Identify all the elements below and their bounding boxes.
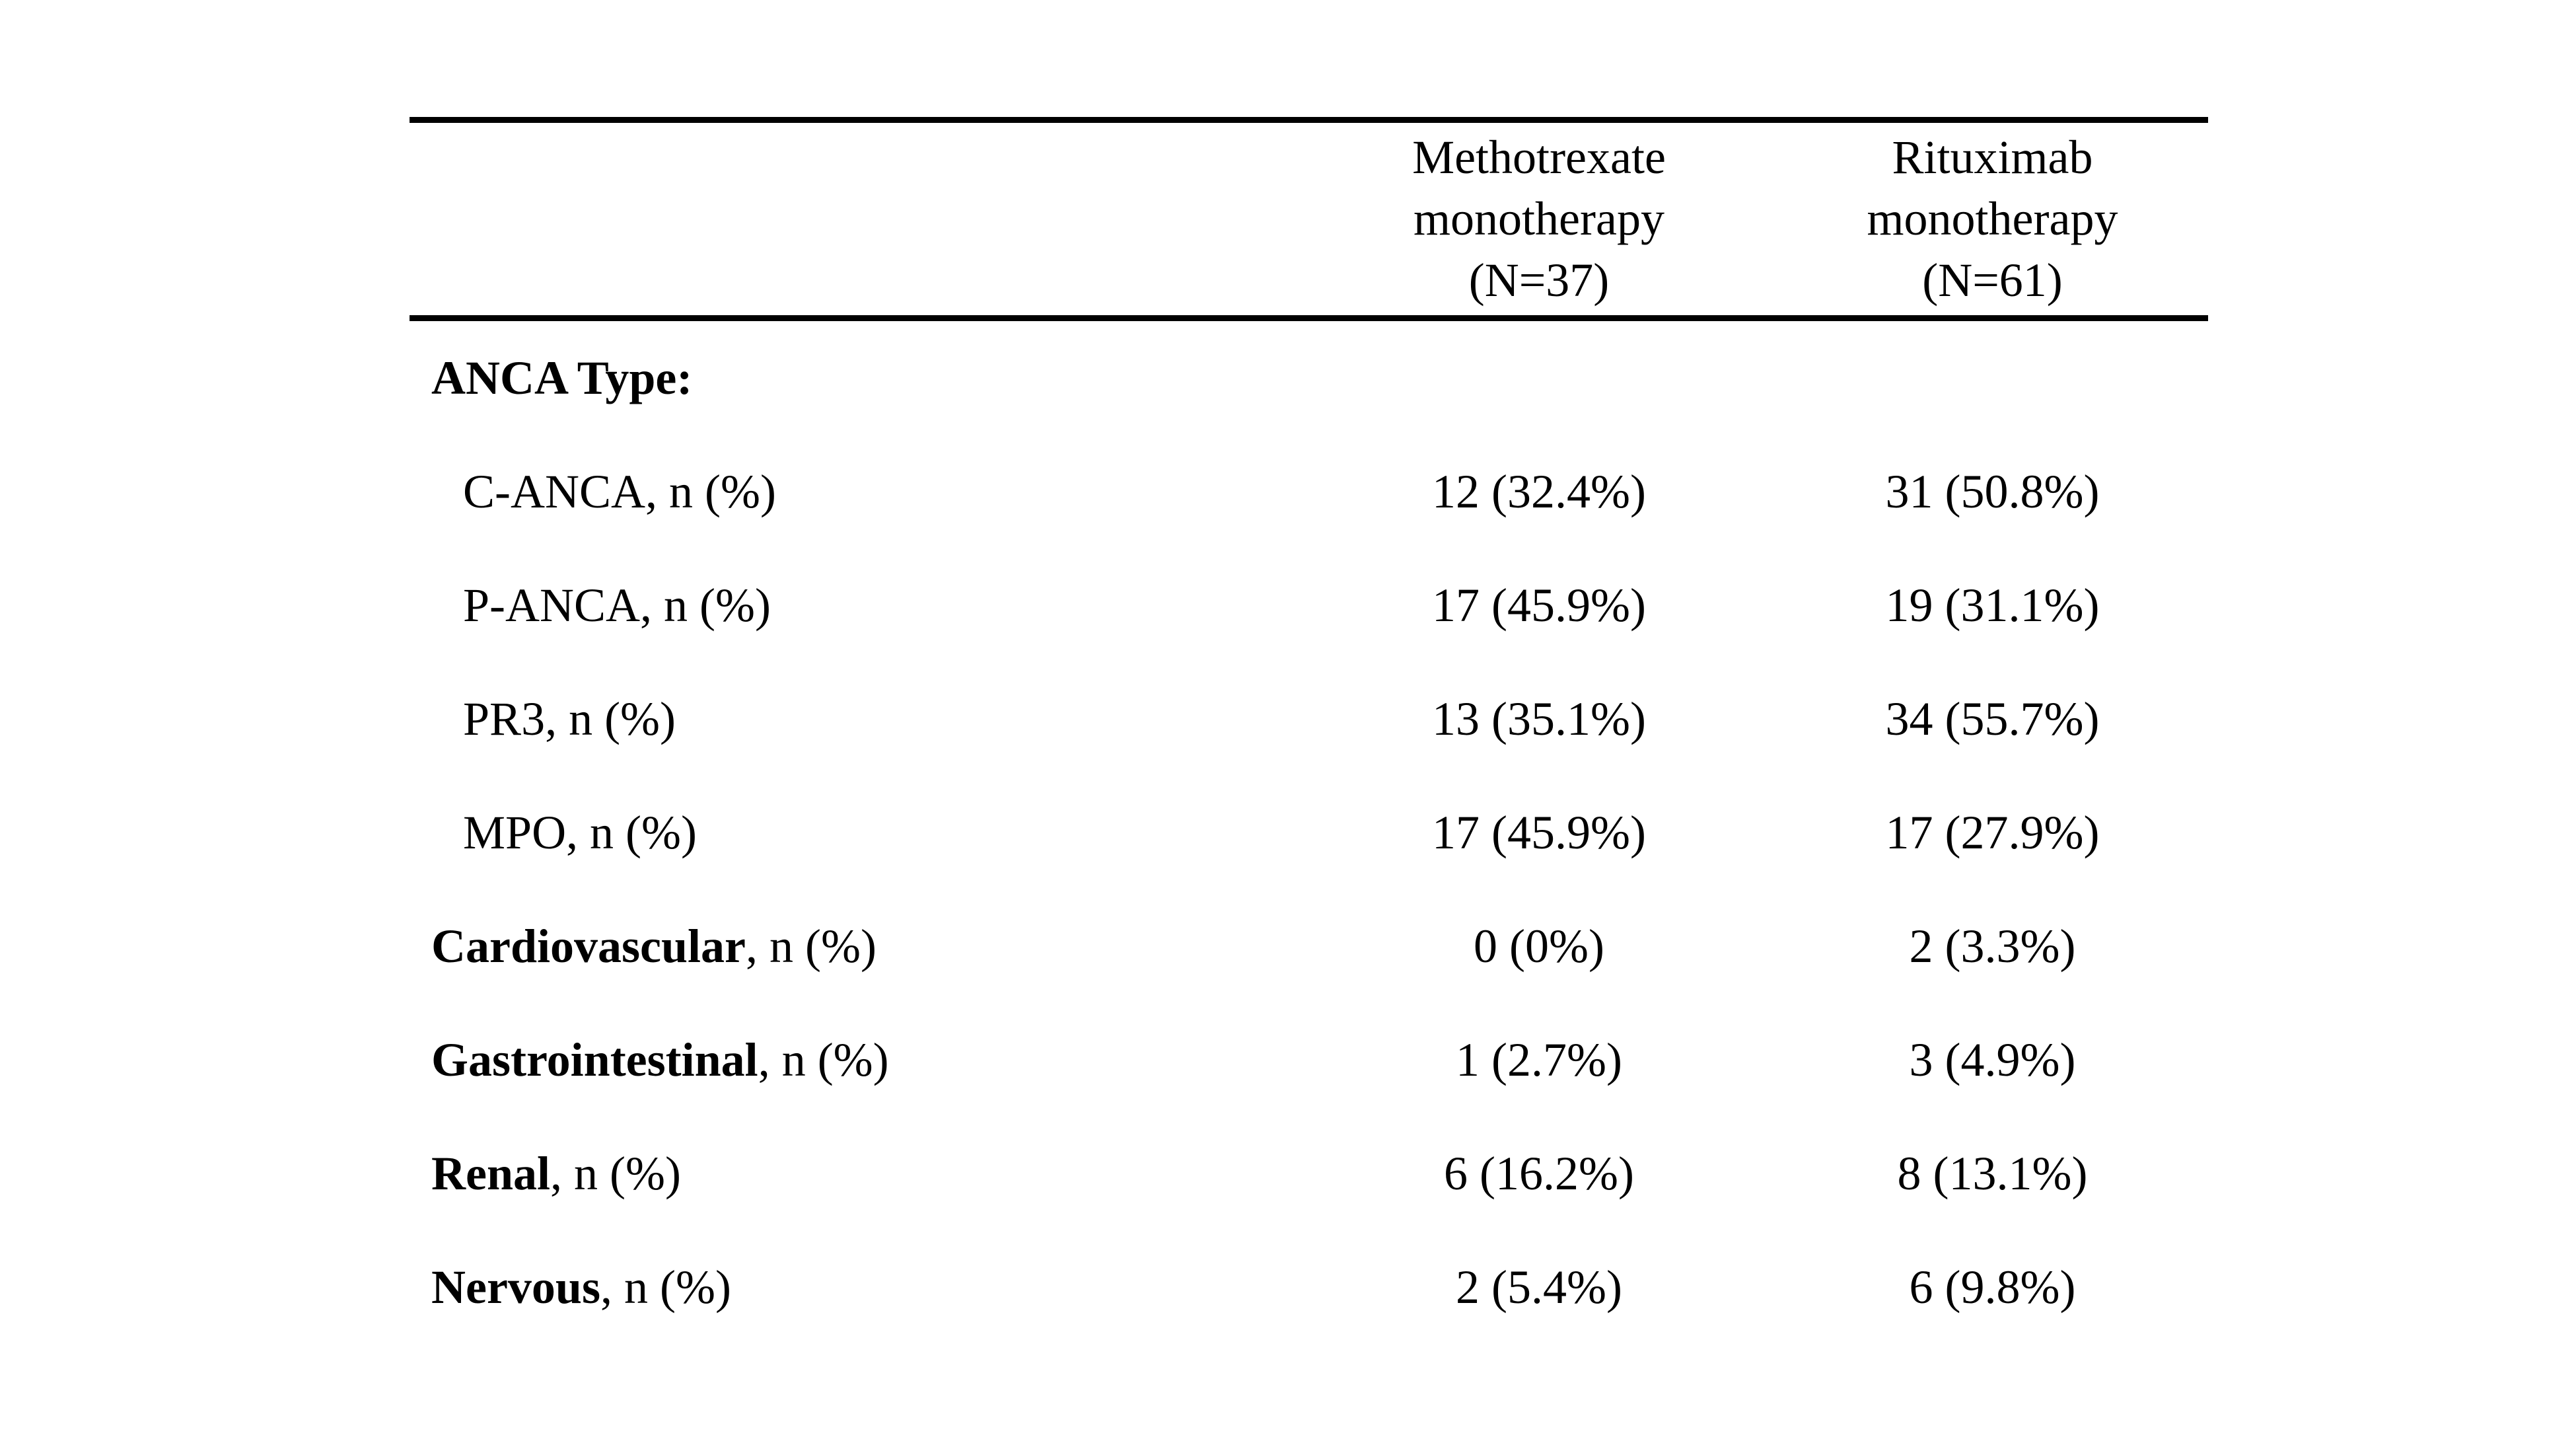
row-value-methotrexate: 0 (0%) (1474, 920, 1604, 973)
row-value-rituximab: 31 (50.8%) (1885, 465, 2100, 518)
row-label-bold: Nervous (431, 1261, 600, 1314)
row-label: P-ANCA, n (%) (410, 576, 1301, 635)
row-label: MPO, n (%) (410, 803, 1301, 862)
row-label: C-ANCA, n (%) (410, 462, 1301, 521)
row-label-bold: Gastrointestinal (431, 1033, 758, 1086)
row-label: Renal, n (%) (410, 1144, 1301, 1203)
row-label-rest: MPO, n (%) (463, 806, 697, 859)
column-header-line: (N=61) (1922, 254, 2063, 307)
row-value-rituximab: 17 (27.9%) (1885, 806, 2100, 859)
column-header-line: monotherapy (1867, 192, 2118, 245)
row-value-methotrexate: 6 (16.2%) (1444, 1147, 1634, 1200)
row-value-methotrexate: 2 (5.4%) (1456, 1261, 1622, 1314)
row-label-rest: P-ANCA, n (%) (463, 579, 771, 632)
row-value-methotrexate: 1 (2.7%) (1456, 1033, 1622, 1086)
table-header-rule (410, 315, 2208, 321)
row-label-rest: , n (%) (745, 920, 877, 973)
column-header-line: Rituximab (1892, 131, 2093, 184)
table-row-pr3: PR3, n (%) 13 (35.1%) 34 (55.7%) (410, 662, 2208, 776)
row-value-rituximab: 19 (31.1%) (1885, 579, 2100, 632)
row-label-rest: , n (%) (600, 1261, 731, 1314)
column-header-methotrexate: Methotrexate monotherapy (N=37) (1301, 127, 1777, 311)
table-row-c-anca: C-ANCA, n (%) 12 (32.4%) 31 (50.8%) (410, 435, 2208, 548)
column-header-line: Methotrexate (1412, 131, 1666, 184)
table-row-anca-type: ANCA Type: (410, 321, 2208, 435)
row-label-rest: PR3, n (%) (463, 692, 676, 745)
row-value-rituximab: 3 (4.9%) (1909, 1033, 2076, 1086)
column-header-line: monotherapy (1413, 192, 1664, 245)
table-row-cardiovascular: Cardiovascular, n (%) 0 (0%) 2 (3.3%) (410, 889, 2208, 1003)
table-top-rule (410, 117, 2208, 123)
row-value-methotrexate: 17 (45.9%) (1432, 579, 1646, 632)
column-header-rituximab: Rituximab monotherapy (N=61) (1777, 127, 2208, 311)
table-row-mpo: MPO, n (%) 17 (45.9%) 17 (27.9%) (410, 776, 2208, 889)
row-label-bold: Renal (431, 1147, 550, 1200)
row-label: PR3, n (%) (410, 689, 1301, 749)
row-label: Cardiovascular, n (%) (410, 916, 1301, 976)
table-header-row: Methotrexate monotherapy (N=37) Rituxima… (410, 123, 2208, 315)
row-label-bold: Cardiovascular (431, 920, 746, 973)
row-label-bold: ANCA Type: (431, 352, 693, 404)
table-row-renal: Renal, n (%) 6 (16.2%) 8 (13.1%) (410, 1117, 2208, 1230)
row-value-rituximab: 8 (13.1%) (1897, 1147, 2088, 1200)
table-row-nervous: Nervous, n (%) 2 (5.4%) 6 (9.8%) (410, 1230, 2208, 1344)
table-row-p-anca: P-ANCA, n (%) 17 (45.9%) 19 (31.1%) (410, 548, 2208, 662)
table-body: ANCA Type: C-ANCA, n (%) 12 (32.4%) 31 (… (410, 321, 2208, 1344)
row-label: Gastrointestinal, n (%) (410, 1030, 1301, 1090)
row-label-rest: , n (%) (550, 1147, 681, 1200)
table-row-gastrointestinal: Gastrointestinal, n (%) 1 (2.7%) 3 (4.9%… (410, 1003, 2208, 1117)
row-value-methotrexate: 13 (35.1%) (1432, 692, 1646, 745)
clinical-characteristics-table: Methotrexate monotherapy (N=37) Rituxima… (410, 117, 2208, 1344)
row-label: Nervous, n (%) (410, 1257, 1301, 1317)
row-label: ANCA Type: (410, 348, 1301, 408)
row-value-rituximab: 2 (3.3%) (1909, 920, 2076, 973)
row-value-methotrexate: 17 (45.9%) (1432, 806, 1646, 859)
row-value-rituximab: 6 (9.8%) (1909, 1261, 2076, 1314)
row-value-rituximab: 34 (55.7%) (1885, 692, 2100, 745)
row-label-rest: C-ANCA, n (%) (463, 465, 776, 518)
row-label-rest: , n (%) (758, 1033, 889, 1086)
row-value-methotrexate: 12 (32.4%) (1432, 465, 1646, 518)
column-header-line: (N=37) (1468, 254, 1610, 307)
